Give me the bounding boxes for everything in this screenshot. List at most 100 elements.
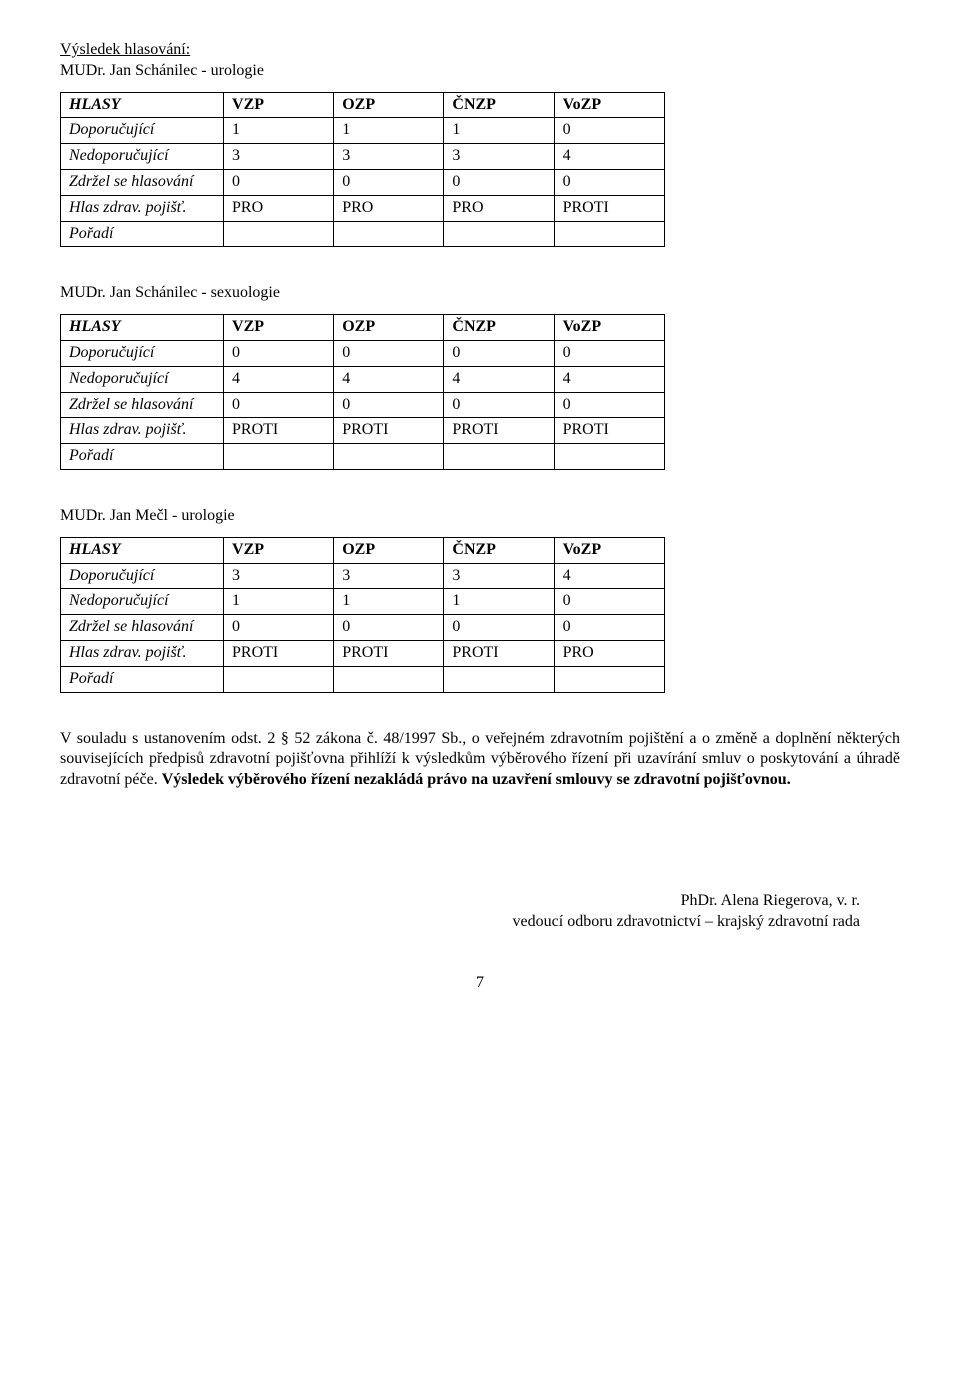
cell: 0 <box>554 392 664 418</box>
row-label: Doporučující <box>61 340 224 366</box>
cell: PRO <box>224 195 334 221</box>
col-header-vozp: VoZP <box>554 92 664 118</box>
cell: 0 <box>444 392 554 418</box>
cell: 1 <box>334 118 444 144</box>
cell <box>444 666 554 692</box>
cell: 0 <box>334 340 444 366</box>
col-header-vzp: VZP <box>224 537 334 563</box>
cell: PROTI <box>444 640 554 666</box>
page-number: 7 <box>60 973 900 994</box>
row-label: Hlas zdrav. pojišť. <box>61 640 224 666</box>
col-header-vozp: VoZP <box>554 315 664 341</box>
cell: PROTI <box>334 640 444 666</box>
row-label: Zdržel se hlasování <box>61 392 224 418</box>
cell <box>334 444 444 470</box>
cell <box>334 666 444 692</box>
vote-table-2: HLASY VZP OZP ČNZP VoZP Doporučující 0 0… <box>60 314 665 470</box>
cell: 4 <box>444 366 554 392</box>
vote-title-3: MUDr. Jan Mečl - urologie <box>60 506 900 527</box>
col-header-ozp: OZP <box>334 315 444 341</box>
signature-block: PhDr. Alena Riegerova, v. r. vedoucí odb… <box>60 891 900 933</box>
cell: 1 <box>224 118 334 144</box>
row-label: Nedoporučující <box>61 144 224 170</box>
cell: 0 <box>224 340 334 366</box>
cell <box>444 444 554 470</box>
cell: 4 <box>224 366 334 392</box>
cell: 3 <box>444 144 554 170</box>
cell: 3 <box>334 144 444 170</box>
col-header-hlasy: HLASY <box>61 92 224 118</box>
row-label: Doporučující <box>61 563 224 589</box>
cell <box>334 221 444 247</box>
vote-title-2: MUDr. Jan Schánilec - sexuologie <box>60 283 900 304</box>
cell: 0 <box>444 169 554 195</box>
cell <box>554 444 664 470</box>
cell: PRO <box>444 195 554 221</box>
cell <box>554 221 664 247</box>
cell: 4 <box>554 366 664 392</box>
cell: 0 <box>554 340 664 366</box>
cell: PROTI <box>554 418 664 444</box>
cell: PROTI <box>554 195 664 221</box>
cell: 0 <box>554 589 664 615</box>
cell: PROTI <box>444 418 554 444</box>
col-header-ozp: OZP <box>334 537 444 563</box>
cell: 0 <box>224 169 334 195</box>
cell: PRO <box>554 640 664 666</box>
cell: 0 <box>444 340 554 366</box>
cell: 0 <box>444 615 554 641</box>
row-label: Nedoporučující <box>61 589 224 615</box>
cell: 0 <box>554 169 664 195</box>
row-label: Pořadí <box>61 666 224 692</box>
legal-paragraph: V souladu s ustanovením odst. 2 § 52 zák… <box>60 729 900 791</box>
cell: 0 <box>334 392 444 418</box>
vote-section-3: MUDr. Jan Mečl - urologie HLASY VZP OZP … <box>60 506 900 693</box>
row-label: Hlas zdrav. pojišť. <box>61 418 224 444</box>
cell: 3 <box>224 144 334 170</box>
cell: 3 <box>224 563 334 589</box>
row-label: Zdržel se hlasování <box>61 169 224 195</box>
row-label: Hlas zdrav. pojišť. <box>61 195 224 221</box>
cell <box>554 666 664 692</box>
legal-text-bold: Výsledek výběrového řízení nezakládá prá… <box>162 771 791 788</box>
col-header-ozp: OZP <box>334 92 444 118</box>
col-header-cnzp: ČNZP <box>444 92 554 118</box>
col-header-hlasy: HLASY <box>61 315 224 341</box>
vote-section-2: MUDr. Jan Schánilec - sexuologie HLASY V… <box>60 283 900 470</box>
cell <box>444 221 554 247</box>
col-header-hlasy: HLASY <box>61 537 224 563</box>
row-label: Pořadí <box>61 221 224 247</box>
col-header-cnzp: ČNZP <box>444 315 554 341</box>
cell: 0 <box>554 118 664 144</box>
cell: 0 <box>224 392 334 418</box>
cell: 0 <box>224 615 334 641</box>
col-header-vzp: VZP <box>224 315 334 341</box>
cell: 4 <box>334 366 444 392</box>
cell: 1 <box>224 589 334 615</box>
cell: 4 <box>554 144 664 170</box>
cell: 3 <box>444 563 554 589</box>
signature-name: PhDr. Alena Riegerova, v. r. <box>60 891 860 912</box>
vote-title-1: MUDr. Jan Schánilec - urologie <box>60 61 900 82</box>
vote-table-3: HLASY VZP OZP ČNZP VoZP Doporučující 3 3… <box>60 537 665 693</box>
cell: PROTI <box>224 640 334 666</box>
row-label: Pořadí <box>61 444 224 470</box>
cell: 1 <box>444 118 554 144</box>
cell: PROTI <box>334 418 444 444</box>
vote-section-1: MUDr. Jan Schánilec - urologie HLASY VZP… <box>60 61 900 248</box>
col-header-vozp: VoZP <box>554 537 664 563</box>
cell: 0 <box>334 615 444 641</box>
row-label: Doporučující <box>61 118 224 144</box>
col-header-vzp: VZP <box>224 92 334 118</box>
cell: 1 <box>444 589 554 615</box>
row-label: Nedoporučující <box>61 366 224 392</box>
cell: PROTI <box>224 418 334 444</box>
cell: 0 <box>334 169 444 195</box>
result-heading: Výsledek hlasování: <box>60 40 900 61</box>
cell: 0 <box>554 615 664 641</box>
signature-role: vedoucí odboru zdravotnictví – krajský z… <box>60 912 860 933</box>
cell: 4 <box>554 563 664 589</box>
cell <box>224 221 334 247</box>
cell <box>224 444 334 470</box>
vote-table-1: HLASY VZP OZP ČNZP VoZP Doporučující 1 1… <box>60 92 665 248</box>
